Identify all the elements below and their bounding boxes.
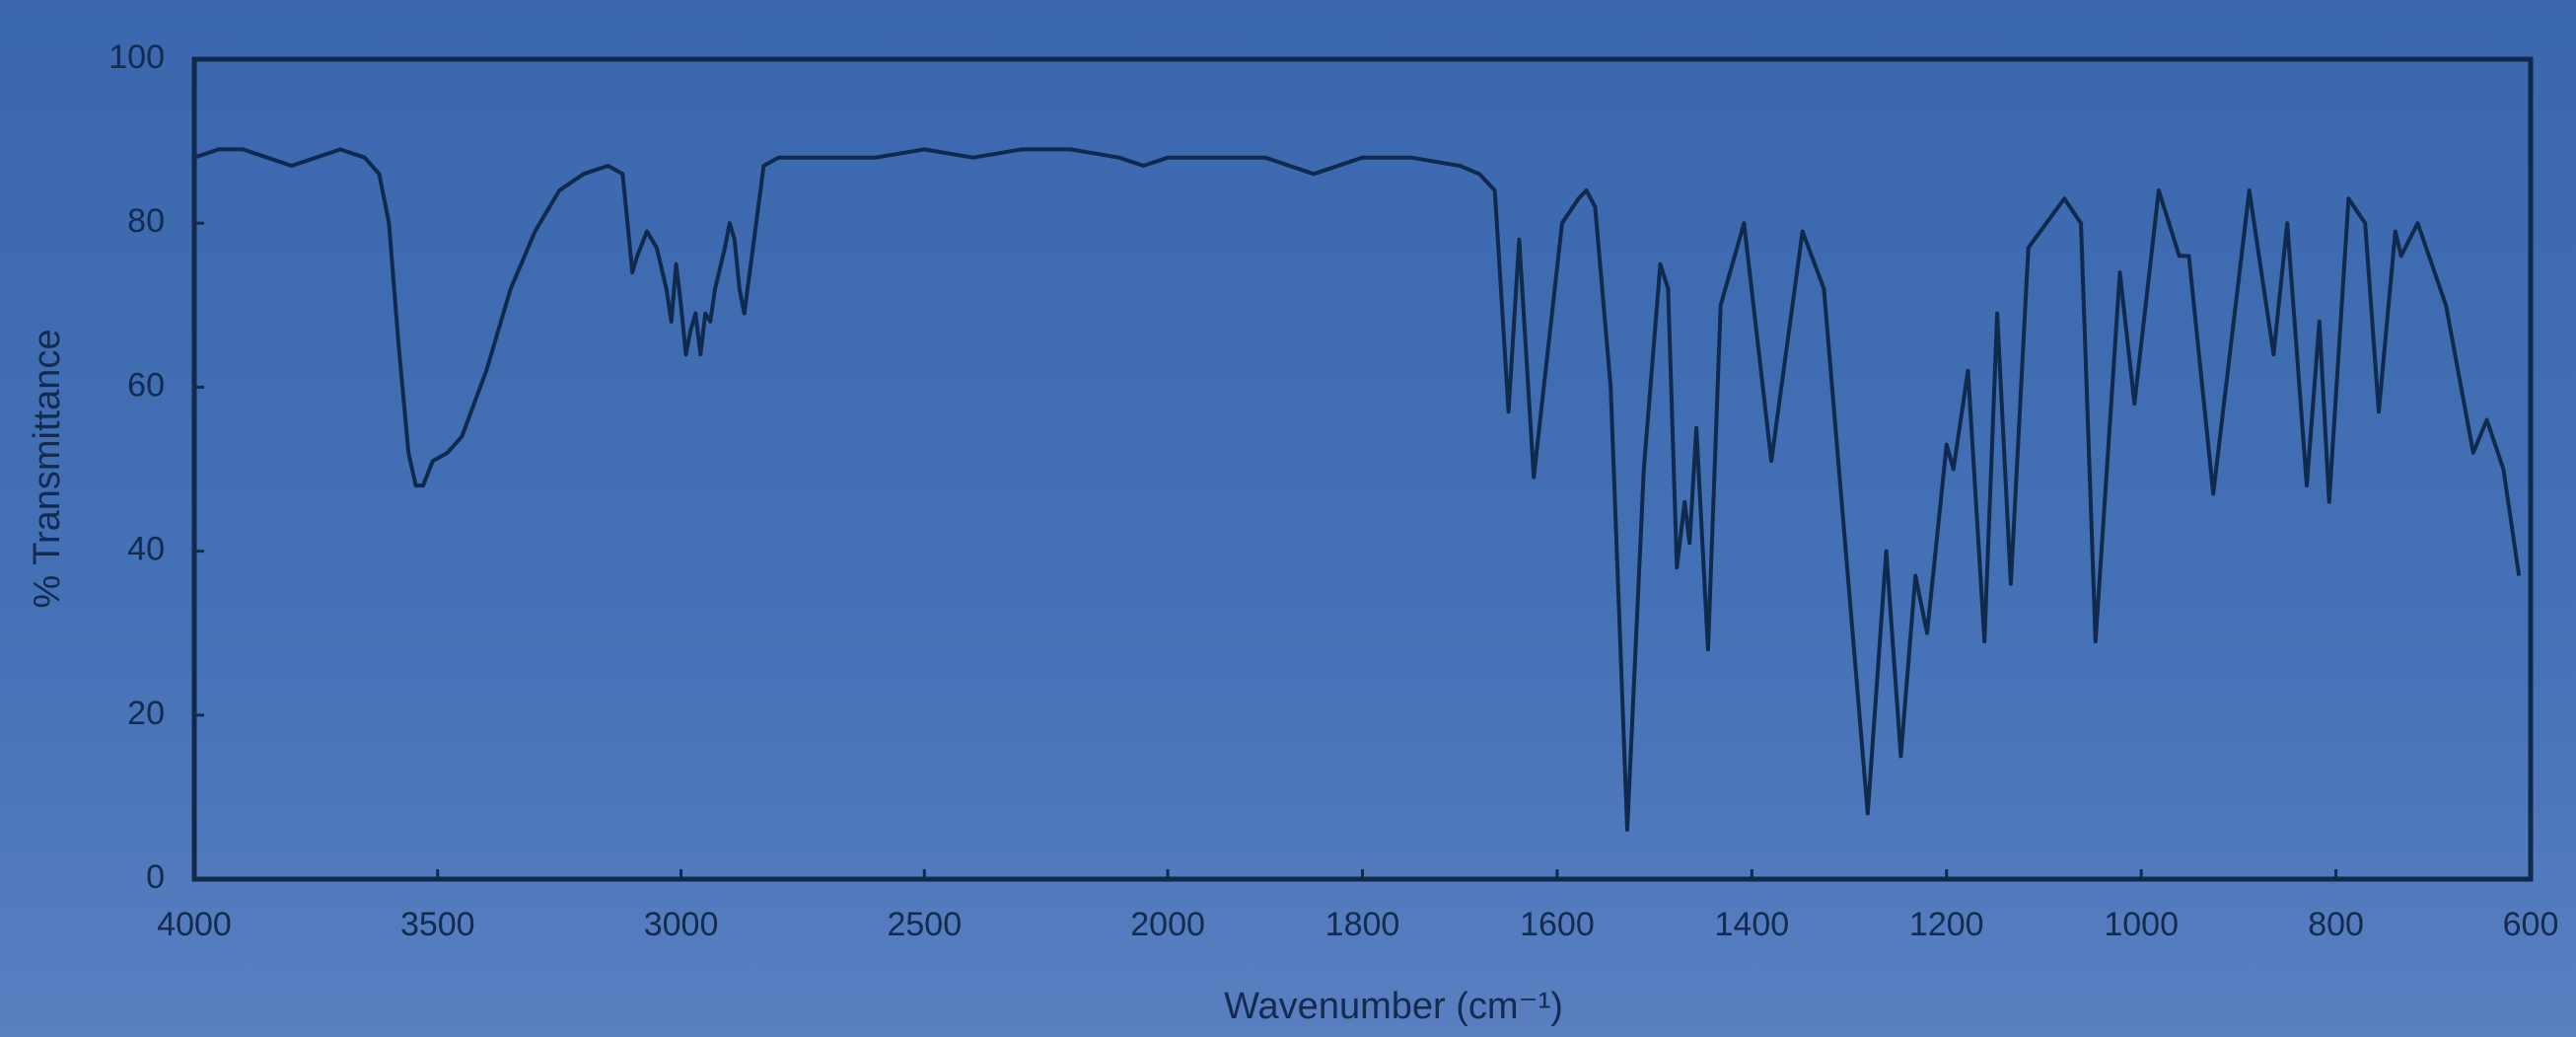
y-tick-label: 20 xyxy=(127,695,165,732)
x-tick-label: 1400 xyxy=(1715,906,1790,943)
spectrum-line xyxy=(193,147,2522,833)
x-tick-label: 3000 xyxy=(644,906,719,943)
x-tick-label: 2500 xyxy=(887,906,962,943)
x-tick-label: 800 xyxy=(2308,906,2364,943)
x-tick-label: 2000 xyxy=(1130,906,1205,943)
x-tick-label: 3500 xyxy=(400,906,475,943)
y-tick-label: 60 xyxy=(127,366,165,404)
x-tick-label: 4000 xyxy=(157,906,232,943)
x-tick-label: 1200 xyxy=(1909,906,1984,943)
x-tick-label: 1800 xyxy=(1325,906,1400,943)
y-axis-title: % Transmittance xyxy=(27,330,68,609)
x-tick-label: 1000 xyxy=(2104,906,2179,943)
x-tick-label: 1600 xyxy=(1520,906,1595,943)
x-axis-title: Wavenumber (cm⁻¹) xyxy=(1224,986,1563,1027)
y-tick-label: 80 xyxy=(127,202,165,240)
y-tick-label: 100 xyxy=(108,38,165,76)
y-tick-label: 40 xyxy=(127,531,165,568)
x-tick-label: 600 xyxy=(2503,906,2559,943)
y-tick-label: 0 xyxy=(146,858,165,896)
plot-frame xyxy=(191,56,2534,882)
